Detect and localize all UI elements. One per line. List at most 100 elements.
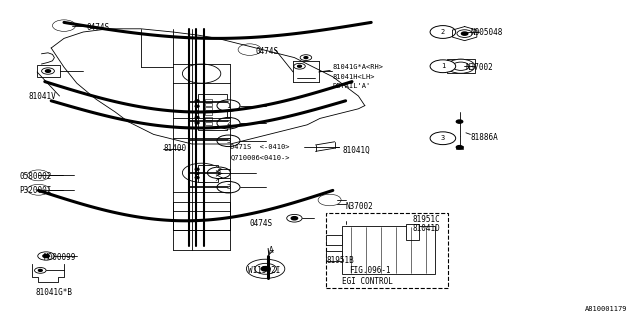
Circle shape (304, 57, 308, 59)
Bar (205, 103, 212, 106)
Text: 81951C: 81951C (413, 215, 440, 224)
Bar (198, 165, 218, 182)
Circle shape (217, 100, 240, 111)
Text: 81041H<LH>: 81041H<LH> (333, 74, 375, 80)
Circle shape (447, 59, 475, 73)
Circle shape (36, 174, 41, 177)
Text: 3: 3 (441, 135, 445, 141)
Circle shape (207, 167, 230, 179)
Circle shape (452, 62, 469, 70)
Text: 0471S  <-0410>: 0471S <-0410> (230, 144, 290, 150)
Text: N905048: N905048 (470, 28, 503, 36)
Text: 0580002: 0580002 (19, 172, 52, 180)
Circle shape (294, 63, 305, 69)
Text: W11502I: W11502I (248, 266, 281, 275)
Circle shape (291, 217, 298, 220)
Circle shape (52, 20, 76, 31)
Bar (326, 251, 342, 261)
Circle shape (42, 68, 54, 74)
Text: 81400: 81400 (163, 144, 186, 153)
Text: 0474S: 0474S (86, 23, 109, 32)
Text: A: A (269, 246, 273, 255)
Circle shape (447, 59, 475, 73)
Circle shape (195, 100, 199, 102)
Text: 2: 2 (227, 120, 230, 126)
Circle shape (195, 177, 199, 179)
Text: 81041Q: 81041Q (342, 146, 370, 155)
Bar (198, 94, 227, 130)
Text: 81886A: 81886A (470, 133, 498, 142)
Text: FIG.096-1: FIG.096-1 (349, 266, 390, 275)
Circle shape (217, 135, 240, 147)
Circle shape (298, 65, 301, 67)
Text: M000099: M000099 (44, 253, 76, 262)
Circle shape (195, 122, 199, 124)
Circle shape (238, 44, 261, 55)
Bar (406, 224, 419, 240)
Bar (326, 235, 342, 245)
Bar (205, 112, 212, 115)
Circle shape (246, 48, 253, 51)
Circle shape (195, 111, 199, 113)
Text: 1: 1 (227, 103, 230, 108)
Bar (326, 213, 448, 288)
Circle shape (430, 60, 456, 73)
Text: A810001179: A810001179 (585, 306, 627, 312)
Circle shape (255, 263, 276, 274)
Text: 1: 1 (441, 63, 445, 69)
Text: EGI CONTROL: EGI CONTROL (342, 277, 393, 286)
Circle shape (456, 146, 463, 149)
Bar (447, 59, 475, 73)
Text: 81951B: 81951B (326, 256, 354, 265)
Text: 81041G*B: 81041G*B (35, 288, 72, 297)
Circle shape (195, 172, 199, 174)
Circle shape (461, 32, 468, 35)
Circle shape (28, 170, 49, 181)
Text: 0474S: 0474S (250, 220, 273, 228)
Text: 81041D: 81041D (413, 224, 440, 233)
Bar (173, 202, 230, 230)
Bar (205, 122, 212, 125)
Bar (342, 226, 435, 274)
Text: 81041V: 81041V (29, 92, 56, 100)
Circle shape (246, 259, 285, 278)
Circle shape (182, 163, 221, 182)
Bar (456, 146, 463, 149)
Circle shape (195, 105, 199, 107)
Text: DETAIL'A': DETAIL'A' (333, 84, 371, 89)
Text: 3: 3 (227, 184, 230, 190)
Circle shape (326, 198, 333, 202)
Circle shape (35, 268, 46, 273)
Circle shape (261, 267, 270, 271)
Circle shape (36, 188, 41, 191)
Circle shape (56, 22, 72, 29)
Circle shape (61, 24, 67, 27)
Circle shape (242, 46, 257, 53)
Text: N37002: N37002 (346, 202, 373, 211)
Text: 2: 2 (441, 29, 445, 35)
Circle shape (318, 194, 341, 206)
Circle shape (43, 254, 49, 258)
Circle shape (430, 26, 456, 38)
Circle shape (28, 184, 49, 195)
Circle shape (217, 181, 240, 193)
Circle shape (195, 168, 199, 170)
Bar (205, 117, 212, 120)
Circle shape (195, 116, 199, 118)
Circle shape (217, 117, 240, 129)
Circle shape (430, 132, 456, 145)
Bar (37, 65, 60, 77)
Text: N37002: N37002 (466, 63, 493, 72)
Text: 81041G*A<RH>: 81041G*A<RH> (333, 64, 384, 70)
Bar (205, 107, 212, 110)
Circle shape (38, 252, 54, 260)
Text: Q710006<0410->: Q710006<0410-> (230, 154, 290, 160)
Circle shape (182, 64, 221, 83)
Circle shape (452, 62, 469, 70)
Circle shape (456, 120, 463, 123)
Circle shape (300, 55, 312, 60)
Text: 3: 3 (227, 138, 230, 144)
Text: 2: 2 (217, 170, 221, 176)
Circle shape (31, 186, 45, 193)
Circle shape (38, 269, 42, 271)
